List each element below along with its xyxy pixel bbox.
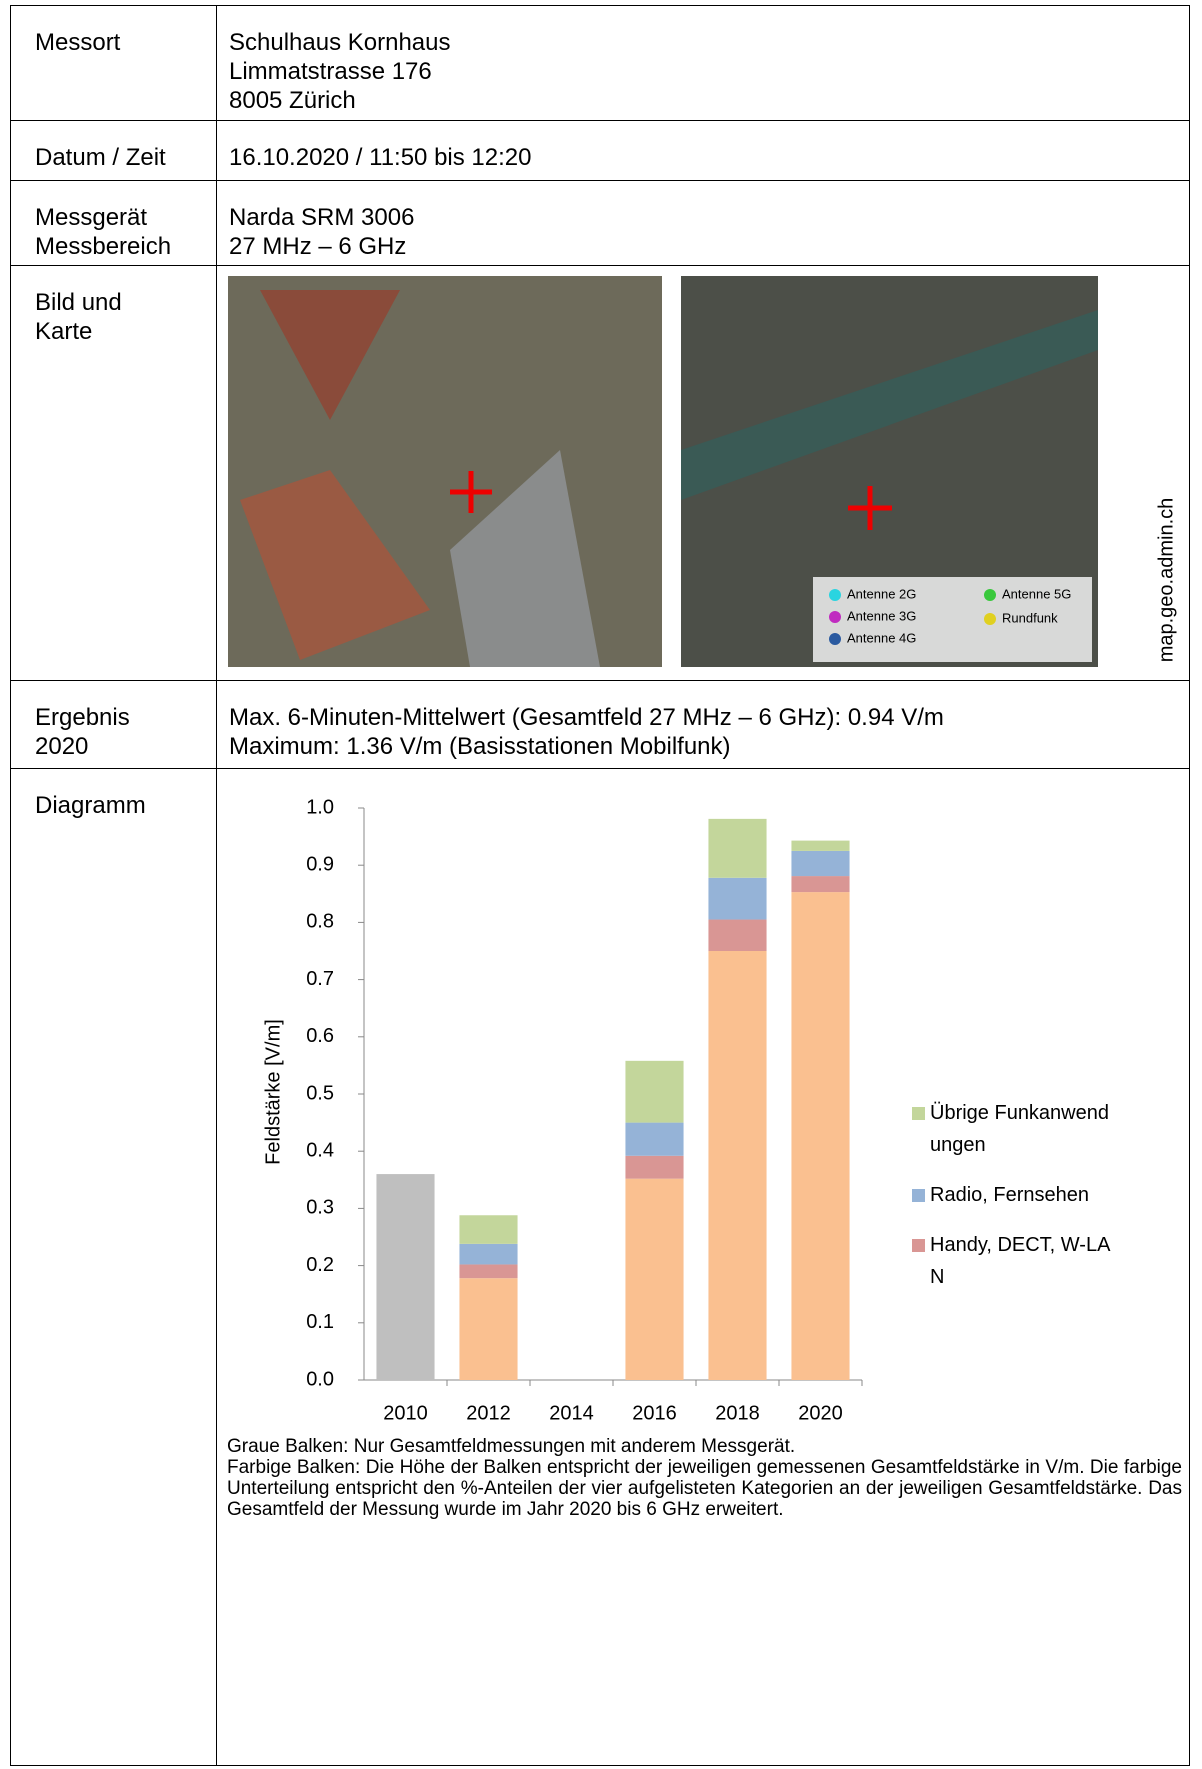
roof [240,470,430,660]
legend-item: Radio, Fernsehen [912,1179,1117,1211]
label-text: Datum / Zeit [35,144,166,171]
bar-segment [459,1243,518,1265]
legend-text: Antenne 5G [1002,586,1071,601]
bar-segment [791,850,850,877]
bar-segment [791,840,850,851]
bar-segment [708,919,767,951]
bar-segment [625,1178,684,1380]
label-cell: Messgerät Messbereich [10,180,217,266]
y-tick-label: 0.9 [306,853,334,875]
content-text: Maximum: 1.36 V/m (Basisstationen Mobilf… [229,733,731,760]
bar-segment [625,1060,684,1123]
label-text: Messgerät [35,204,148,231]
bar-segment [459,1264,518,1279]
label-text: Diagramm [35,792,146,819]
label-text: Ergebnis [35,704,130,731]
bar-segment [625,1122,684,1156]
content-text: Schulhaus Kornhaus [229,29,451,56]
bar-segment [791,876,850,893]
x-tick-label: 2016 [632,1402,677,1424]
label-text: 2020 [35,733,89,760]
chart-legend: Übrige Funkanwendungen Radio, Fernsehen Ha… [912,1097,1117,1311]
y-tick-label: 0.8 [306,911,334,933]
x-tick-label: 2010 [383,1402,428,1424]
legend-swatch [912,1189,925,1202]
legend-label: Radio, Fernsehen [930,1184,1089,1206]
legend-dot [829,589,841,601]
y-tick-label: 0.1 [306,1311,334,1333]
bar-segment [459,1278,518,1380]
x-tick-label: 2020 [798,1402,843,1424]
y-tick-label: 0.3 [306,1197,334,1219]
building [450,450,600,667]
content-text: 8005 Zürich [229,87,356,114]
y-tick-label: 0.4 [306,1139,334,1161]
legend-swatch [912,1239,925,1252]
map-source: map.geo.admin.ch [1155,498,1177,663]
legend-swatch [912,1107,925,1120]
legend-label: Übrige Funkanwendungen [930,1102,1109,1156]
bar-segment [708,877,767,920]
note: Farbige Balken: Die Höhe der Balken ents… [227,1457,1182,1520]
bar-segment [459,1215,518,1244]
legend-dot [829,633,841,645]
legend-dot [984,613,996,625]
legend-text: Antenne 4G [847,630,916,645]
bar-segment [708,818,767,878]
content-cell: Max. 6-Minuten-Mittelwert (Gesamtfeld 27… [216,680,1190,769]
content-cell [216,768,1190,1766]
y-tick-label: 0.5 [306,1082,334,1104]
y-tick-label: 0.2 [306,1254,334,1276]
label-text: Karte [35,318,93,345]
legend-text: Antenne 2G [847,586,916,601]
content-text: Narda SRM 3006 [229,204,415,231]
content-text: Max. 6-Minuten-Mittelwert (Gesamtfeld 27… [229,704,944,731]
legend-dot [984,589,996,601]
location-marker [848,486,892,530]
legend-item: Übrige Funkanwendungen [912,1097,1117,1161]
note: Graue Balken: Nur Gesamtfeldmessungen mi… [227,1436,796,1457]
y-tick-label: 0.6 [306,1025,334,1047]
location-marker [450,471,492,513]
content-text: 27 MHz – 6 GHz [229,233,407,260]
label-text: Messort [35,29,121,56]
x-tick-label: 2014 [549,1402,594,1424]
label-text: Messbereich [35,233,172,260]
x-tick-label: 2012 [466,1402,511,1424]
legend-label: Handy, DECT, W-LAN [930,1234,1111,1288]
river [681,310,1098,500]
content-cell: Narda SRM 3006 27 MHz – 6 GHz [216,180,1190,266]
bar-segment [708,951,767,1380]
legend-item: Handy, DECT, W-LAN [912,1229,1117,1293]
y-axis-label: Feldstärke [V/m] [262,1019,284,1165]
y-tick-label: 0.0 [306,1368,334,1390]
map-legend-box [813,577,1092,662]
legend-text: Antenne 3G [847,608,916,623]
legend-dot [829,611,841,623]
y-tick-label: 0.7 [306,968,334,990]
label-text: Bild und [35,289,122,316]
roof [260,290,400,420]
x-tick-label: 2018 [715,1402,760,1424]
bar-segment [625,1155,684,1179]
bar-segment [791,892,850,1380]
content-text: 16.10.2020 / 11:50 bis 12:20 [229,144,532,171]
content-text: Limmatstrasse 176 [229,58,432,85]
y-tick-label: 1.0 [306,796,334,818]
notes: Graue Balken: Nur Gesamtfeldmessungen mi… [227,1436,1182,1520]
bar-segment [376,1174,435,1380]
legend-text: Rundfunk [1002,610,1058,625]
